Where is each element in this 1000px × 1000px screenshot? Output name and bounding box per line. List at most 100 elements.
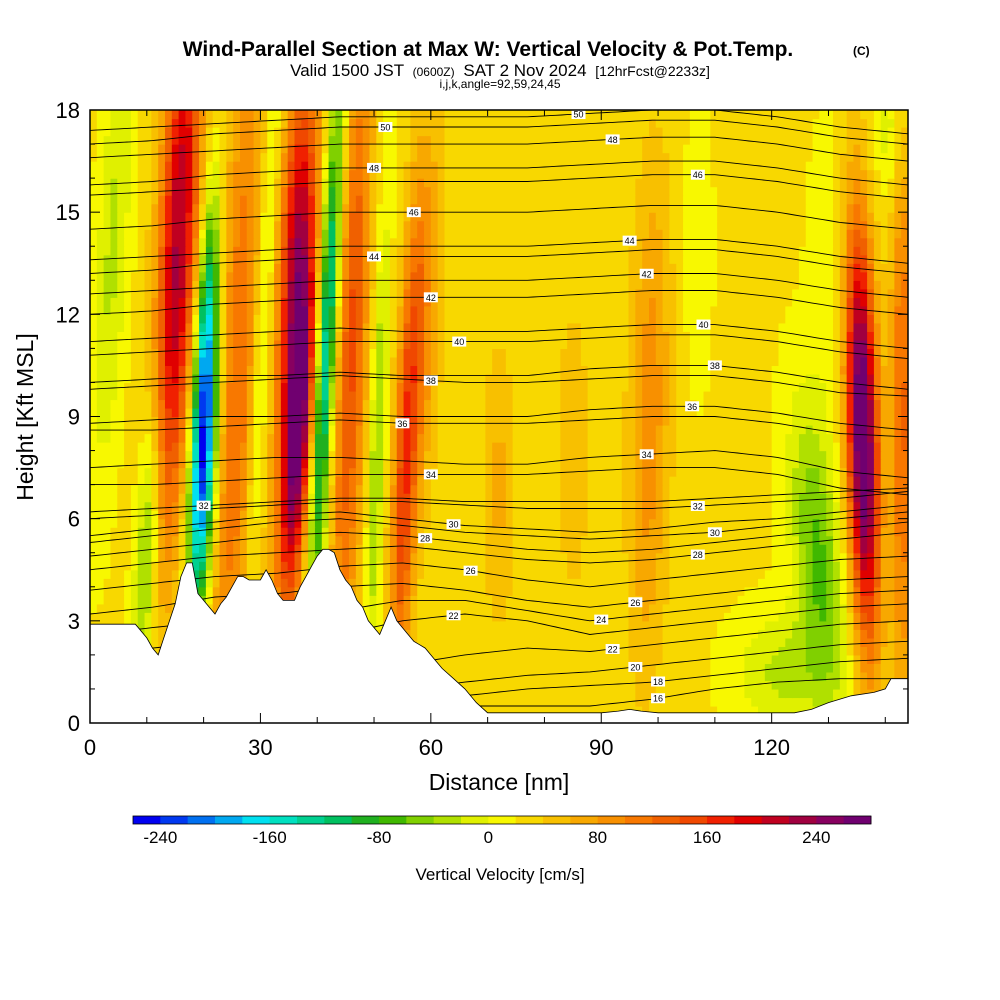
velocity-cell <box>260 535 268 545</box>
velocity-cell <box>846 586 855 596</box>
velocity-cell <box>328 535 336 545</box>
velocity-cell <box>608 544 616 554</box>
velocity-cell <box>601 416 609 426</box>
velocity-cell <box>512 416 521 426</box>
velocity-cell <box>144 501 152 511</box>
velocity-cell <box>730 552 739 562</box>
velocity-cell <box>485 527 493 537</box>
velocity-cell <box>219 544 227 554</box>
velocity-cell <box>751 697 759 707</box>
velocity-cell <box>785 416 793 426</box>
velocity-cell <box>280 433 289 443</box>
velocity-cell <box>594 433 602 443</box>
velocity-cell <box>560 399 568 409</box>
velocity-cell <box>683 518 691 528</box>
velocity-cell <box>723 663 732 673</box>
velocity-cell <box>192 433 200 443</box>
velocity-cell <box>683 595 691 605</box>
velocity-cell <box>560 433 568 443</box>
velocity-cell <box>887 493 895 503</box>
velocity-cell <box>314 399 323 409</box>
velocity-cell <box>499 407 507 418</box>
velocity-cell <box>833 671 841 682</box>
velocity-cell <box>560 629 568 639</box>
velocity-cell <box>833 595 841 605</box>
velocity-cell <box>328 433 336 443</box>
velocity-cell <box>867 501 875 511</box>
velocity-cell <box>717 373 725 384</box>
velocity-cell <box>212 407 221 418</box>
velocity-cell <box>901 561 908 571</box>
velocity-cell <box>860 603 868 613</box>
velocity-cell <box>608 407 616 418</box>
velocity-cell <box>758 399 766 409</box>
velocity-cell <box>103 425 112 435</box>
velocity-cell <box>178 425 187 435</box>
velocity-cell <box>424 493 432 503</box>
velocity-cell <box>383 425 391 435</box>
velocity-cell <box>717 654 725 664</box>
velocity-cell <box>573 680 582 690</box>
velocity-cell <box>839 671 848 682</box>
velocity-cell <box>512 654 521 664</box>
velocity-cell <box>669 390 677 401</box>
velocity-cell <box>860 442 868 452</box>
velocity-cell <box>873 612 882 622</box>
velocity-cell <box>144 527 152 537</box>
velocity-cell <box>737 382 745 392</box>
velocity-cell <box>669 518 677 528</box>
velocity-cell <box>451 382 459 392</box>
velocity-cell <box>383 407 391 418</box>
velocity-cell <box>376 535 384 545</box>
velocity-cell <box>267 433 275 443</box>
velocity-cell <box>90 433 98 443</box>
velocity-cell <box>744 510 752 520</box>
velocity-cell <box>860 637 868 647</box>
velocity-cell <box>342 518 350 528</box>
velocity-cell <box>771 416 780 426</box>
velocity-cell <box>103 399 112 409</box>
velocity-cell <box>444 407 452 418</box>
velocity-cell <box>464 654 473 664</box>
velocity-cell <box>205 442 214 452</box>
velocity-cell <box>894 637 902 647</box>
velocity-cell <box>267 561 275 571</box>
velocity-cell <box>424 629 432 639</box>
velocity-cell <box>301 407 309 418</box>
velocity-cell <box>158 535 166 545</box>
velocity-cell <box>798 467 807 477</box>
velocity-cell <box>124 518 132 528</box>
velocity-cell <box>587 476 596 486</box>
velocity-cell <box>580 493 589 503</box>
velocity-cell <box>812 416 820 426</box>
velocity-cell <box>785 442 793 452</box>
velocity-cell <box>608 535 616 545</box>
velocity-cell <box>867 433 875 443</box>
velocity-cell <box>267 390 275 401</box>
velocity-cell <box>362 365 371 375</box>
velocity-cell <box>471 603 480 613</box>
velocity-cell <box>280 493 289 503</box>
velocity-cell <box>635 467 643 477</box>
velocity-cell <box>362 595 371 605</box>
velocity-cell <box>444 527 452 537</box>
velocity-cell <box>396 552 405 562</box>
velocity-cell <box>662 527 671 537</box>
velocity-cell <box>151 382 159 392</box>
velocity-cell <box>819 595 827 605</box>
velocity-cell <box>689 569 698 579</box>
velocity-cell <box>505 671 514 682</box>
velocity-cell <box>826 450 834 460</box>
velocity-cell <box>887 425 895 435</box>
velocity-cell <box>655 663 664 673</box>
velocity-cell <box>696 442 705 452</box>
velocity-cell <box>321 544 330 554</box>
velocity-cell <box>464 501 473 511</box>
velocity-cell <box>287 407 296 418</box>
velocity-cell <box>614 569 623 579</box>
velocity-cell <box>655 646 664 656</box>
velocity-cell <box>205 407 214 418</box>
velocity-cell <box>621 595 630 605</box>
velocity-cell <box>437 416 446 426</box>
velocity-cell <box>485 671 493 682</box>
